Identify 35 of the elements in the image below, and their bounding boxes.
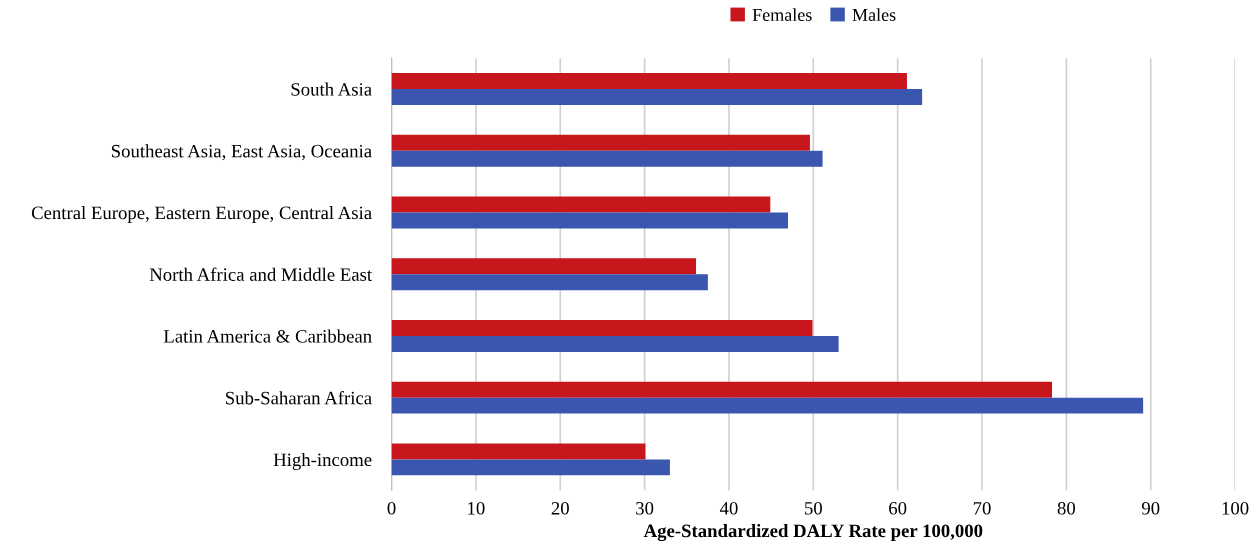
bar	[391, 381, 1053, 398]
x-tick-label: 100	[1222, 501, 1249, 515]
bar	[391, 335, 839, 352]
bar	[391, 443, 646, 460]
bar	[391, 258, 697, 275]
y-tick-label: Southeast Asia, East Asia, Oceania	[111, 144, 372, 161]
bar	[391, 397, 1144, 414]
x-axis-title: Age-Standardized DALY Rate per 100,000	[643, 523, 983, 542]
bar	[391, 274, 708, 291]
x-tick-label: 50	[805, 501, 822, 515]
legend-label: Males	[852, 8, 896, 21]
x-tick-label: 70	[973, 501, 991, 515]
bar	[391, 459, 670, 476]
y-tick-label: Central Europe, Eastern Europe, Central Asia	[31, 205, 372, 223]
bar	[391, 73, 907, 90]
bar	[391, 89, 923, 105]
bar	[391, 320, 813, 336]
y-tick-label: Latin America & Caribbean	[163, 329, 372, 343]
bar	[391, 212, 789, 229]
y-tick-label: High-income	[273, 452, 372, 470]
y-tick-label: Sub-Saharan Africa	[226, 391, 372, 405]
legend-label: Females	[752, 8, 812, 21]
bar	[391, 150, 823, 167]
x-tick-label: 30	[636, 501, 654, 515]
x-tick-label: 10	[468, 501, 485, 515]
y-tick-label: North Africa and Middle East	[149, 267, 372, 281]
bar	[391, 196, 771, 213]
y-tick-label: South Asia	[291, 82, 372, 96]
x-tick-label: 40	[719, 501, 738, 515]
x-tick-label: 80	[1057, 501, 1076, 515]
bar	[391, 134, 810, 151]
x-tick-label: 60	[889, 501, 907, 515]
x-tick-label: 20	[551, 501, 569, 515]
x-tick-label: 0	[387, 501, 396, 515]
x-tick-label: 90	[1141, 501, 1160, 515]
